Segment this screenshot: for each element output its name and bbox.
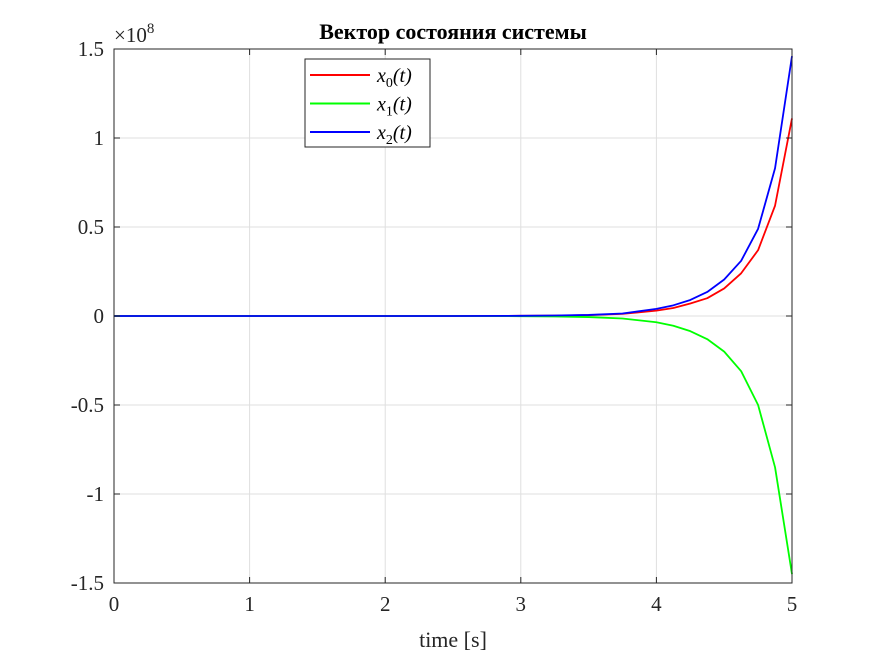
chart-title: Вектор состояния системы <box>319 19 587 44</box>
y-tick-label: -1.5 <box>71 571 104 595</box>
series-lines <box>114 55 793 575</box>
legend-entry-0: x0(t) <box>376 65 412 91</box>
y-tick-label: 1.5 <box>78 37 104 61</box>
x-tick-label: 2 <box>380 592 391 616</box>
y-exponent: 8 <box>147 21 155 37</box>
x-tick-label: 1 <box>244 592 255 616</box>
tick-labels: 0 1 2 3 4 5 -1.5 -1 -0.5 0 0.5 1 1.5 <box>71 37 798 616</box>
legend-entry-1: x1(t) <box>376 94 412 120</box>
x-axis-label: time [s] <box>419 627 487 652</box>
y-tick-label: 0 <box>94 304 105 328</box>
y-tick-label: 1 <box>94 126 105 150</box>
y-tick-label: -0.5 <box>71 393 104 417</box>
y-tick-label: 0.5 <box>78 215 104 239</box>
ticks <box>113 48 793 584</box>
legend: x0(t) x1(t)x2(t) <box>304 58 431 148</box>
series-line-2 <box>114 55 793 317</box>
y-exponent-label: ×108 <box>114 21 154 47</box>
legend-entry-2: x2(t) <box>376 122 412 148</box>
x-tick-label: 3 <box>516 592 527 616</box>
y-tick-label: -1 <box>87 482 105 506</box>
x-tick-label: 5 <box>787 592 798 616</box>
x-tick-label: 4 <box>651 592 662 616</box>
x-tick-label: 0 <box>109 592 120 616</box>
